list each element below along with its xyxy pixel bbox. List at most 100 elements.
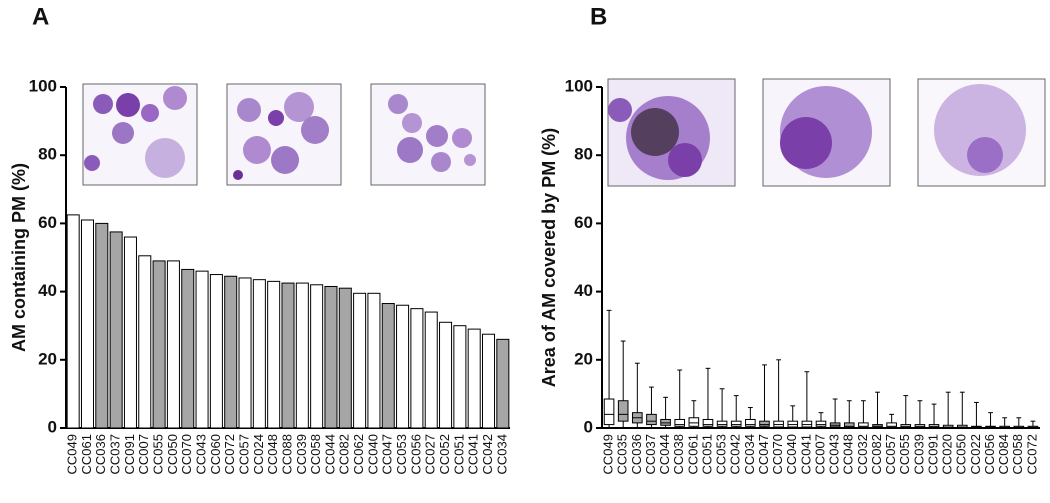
bar xyxy=(410,308,424,429)
bar xyxy=(338,287,352,429)
micrographs xyxy=(82,78,1046,187)
x-tick-label: CC082 xyxy=(337,434,352,474)
box xyxy=(815,420,827,427)
y-axis-title: AM containing PM (%) xyxy=(9,163,29,352)
y-tick-label: 20 xyxy=(38,349,57,368)
x-tick-label: CC055 xyxy=(897,434,912,474)
bar xyxy=(209,274,223,429)
x-tick-label: CC038 xyxy=(671,434,686,474)
x-tick-label: CC007 xyxy=(812,434,827,474)
x-tick-label: CC060 xyxy=(208,434,223,474)
bar xyxy=(424,311,438,429)
x-tick-label: CC072 xyxy=(1024,434,1039,474)
box xyxy=(942,424,954,429)
box xyxy=(956,424,968,429)
x-tick-label: CC072 xyxy=(222,434,237,474)
x-tick-label: CC042 xyxy=(728,434,743,474)
bar xyxy=(267,280,281,429)
y-tick-label: 40 xyxy=(38,281,57,300)
x-tick-label: CC049 xyxy=(65,434,80,474)
panel-label: B xyxy=(590,3,607,30)
bar xyxy=(238,277,252,429)
micrograph xyxy=(607,78,736,187)
x-tick-label: CC053 xyxy=(714,434,729,474)
bar xyxy=(381,303,395,429)
x-tick-label: CC050 xyxy=(954,434,969,474)
y-tick-label: 60 xyxy=(574,213,593,232)
bar xyxy=(152,260,166,429)
x-tick-label: CC070 xyxy=(770,434,785,474)
y-tick-label: 0 xyxy=(48,417,57,436)
bar xyxy=(324,285,338,429)
bar xyxy=(95,222,109,429)
box xyxy=(759,420,770,427)
x-tick-label: CC091 xyxy=(925,434,940,474)
bar xyxy=(252,279,266,429)
y-tick-label: 80 xyxy=(38,145,57,164)
box xyxy=(716,420,728,427)
x-tick-label: CC048 xyxy=(265,434,280,474)
x-tick-label: CC050 xyxy=(165,434,180,474)
x-tick-label: CC039 xyxy=(911,434,926,474)
box xyxy=(702,418,714,427)
box xyxy=(603,398,615,426)
micrograph xyxy=(762,78,891,187)
x-tick-label: CC044 xyxy=(657,434,672,474)
bar xyxy=(367,292,381,429)
x-tick-label: CC007 xyxy=(136,434,151,474)
x-tick-label: CC040 xyxy=(365,434,380,474)
x-tick-label: CC036 xyxy=(93,434,108,474)
x-tick-label: CC037 xyxy=(108,434,123,474)
x-tick-label: CC053 xyxy=(394,434,409,474)
y-tick-label: 40 xyxy=(574,281,593,300)
x-tick-label: CC043 xyxy=(827,434,842,474)
x-tick-label: CC047 xyxy=(380,434,395,474)
bar xyxy=(496,338,510,429)
x-tick-label: CC051 xyxy=(699,434,714,474)
micrograph xyxy=(370,83,486,186)
x-tick-label: CC035 xyxy=(615,434,630,474)
bar xyxy=(453,325,467,429)
x-tick-label: CC039 xyxy=(294,434,309,474)
x-tick-label: CC020 xyxy=(940,434,955,474)
bar xyxy=(66,214,80,429)
x-tick-label: CC084 xyxy=(996,434,1011,474)
y-tick-label: 100 xyxy=(565,76,593,95)
bar xyxy=(224,275,238,429)
box xyxy=(801,420,813,428)
y-tick-label: 0 xyxy=(584,417,593,436)
x-tick-label: CC044 xyxy=(322,434,337,474)
y-axis-title: Area of AM covered by PM (%) xyxy=(539,128,559,387)
x-tick-label: CC070 xyxy=(179,434,194,474)
box xyxy=(745,418,756,427)
x-tick-label: CC040 xyxy=(784,434,799,474)
box xyxy=(730,420,742,427)
x-tick-label: CC034 xyxy=(742,434,757,474)
x-tick-label: CC034 xyxy=(494,434,509,474)
bar xyxy=(195,270,209,429)
x-tick-label: CC058 xyxy=(308,434,323,474)
bar xyxy=(353,292,367,429)
bar xyxy=(467,328,481,429)
bar xyxy=(166,260,180,429)
box xyxy=(773,420,784,428)
x-tick-label: CC049 xyxy=(601,434,616,474)
x-tick-label: CC061 xyxy=(79,434,94,474)
micrograph xyxy=(82,83,198,186)
x-tick-label: CC055 xyxy=(151,434,166,474)
x-tick-label: CC042 xyxy=(480,434,495,474)
box xyxy=(886,422,897,428)
box xyxy=(858,422,869,428)
x-tick-label: CC052 xyxy=(437,434,452,474)
x-tick-label: CC051 xyxy=(451,434,466,474)
bar xyxy=(281,282,295,429)
x-tick-label: CC082 xyxy=(869,434,884,474)
x-tick-label: CC037 xyxy=(643,434,658,474)
bar xyxy=(138,255,152,429)
box xyxy=(617,400,629,422)
box xyxy=(787,420,799,428)
bar xyxy=(439,321,453,429)
box xyxy=(843,422,855,428)
bar xyxy=(310,284,324,429)
